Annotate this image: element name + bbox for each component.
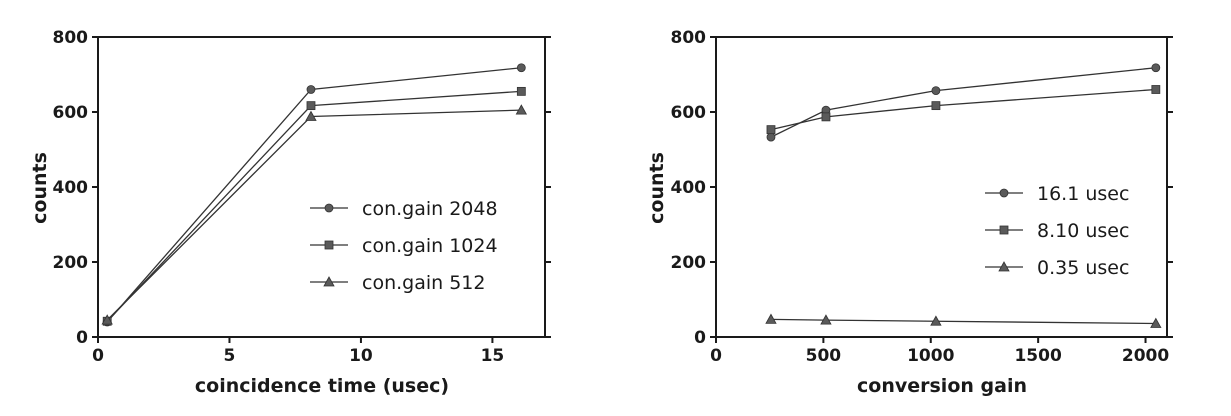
chart-1-series-2-point [930,315,942,326]
chart-0-xtick-label: 0 [92,346,104,366]
chart-1-xtick-label: 500 [806,346,842,366]
chart-0-legend-2-marker [323,276,335,287]
chart-0-series-2-point [101,314,113,325]
chart-0-ytick-label: 200 [53,253,89,273]
chart-1-legend-1-marker [999,225,1009,235]
chart-0-ytick-label: 800 [53,28,89,48]
chart-0-legend-1-label: con.gain 1024 [362,235,498,257]
chart-1-series-2-point [765,313,777,324]
chart-0-series-0-point [516,63,526,73]
chart-0-series-2-point [515,104,528,115]
chart-1-xtick-label: 1000 [907,346,954,366]
chart-1-series-1-point [1151,85,1161,94]
chart-0-ytick-label: 0 [76,328,88,348]
chart-0-xlabel: coincidence time (usec) [195,375,449,397]
chart-1-series-0-point [1151,63,1161,73]
chart-0-series-2-point [305,110,317,121]
chart-conversion-gain: counts conversion gain 0 200 400 600 800 0 500… [646,28,1173,397]
chart-1-ytick-label: 200 [671,253,707,273]
chart-1-series-2-point [1150,317,1162,328]
chart-1-series-0-point [931,86,941,96]
chart-1-series-2-line [770,318,1156,325]
chart-0-legend-0-marker [324,203,334,213]
chart-0-legend-2-label: con.gain 512 [362,272,485,294]
chart-1-legend-0-marker [999,188,1009,198]
chart-1-legend-0-label: 16.1 usec [1037,183,1129,205]
chart-1-xtick-label: 0 [710,346,722,366]
chart-1-series-0-point [766,132,776,142]
chart-0-series-1-point [516,86,526,96]
chart-0-xtick-label: 10 [349,346,373,366]
chart-1-xtick-label: 2000 [1122,346,1169,366]
chart-1-xtick-label: 1500 [1014,346,1061,366]
chart-1-series-2-point [820,314,832,325]
chart-1-ytick-label: 400 [671,178,707,198]
chart-1-xlabel: conversion gain [857,375,1027,397]
chart-1-series-1-point [931,101,941,111]
chart-1-series-0-line [770,67,1156,138]
chart-1-series-1-line [770,88,1156,131]
chart-1-ytick-label: 0 [694,328,706,348]
chart-1-series-1-point [766,125,776,135]
chart-1-ylabel: counts [646,152,668,224]
chart-0-xtick-label: 5 [224,346,236,366]
chart-0-ytick-label: 600 [53,103,89,123]
chart-1-ytick-label: 800 [671,28,707,48]
chart-0-legend-0-label: con.gain 2048 [362,198,498,220]
chart-0-xtick-label: 15 [481,346,505,366]
chart-0-legend-1-marker [324,240,334,250]
chart-0-series-1-point [306,101,316,111]
chart-1-legend-1-label: 8.10 usec [1037,220,1129,242]
chart-1-series-1-point [821,112,831,122]
chart-0-ylabel: counts [29,152,51,224]
chart-coincidence-time: counts coincidence time (usec) 0 200 400 60… [29,28,551,397]
chart-1-ytick-label: 600 [671,103,707,123]
chart-1-legend-2-label: 0.35 usec [1037,257,1129,279]
chart-0-series-0-point [306,85,316,94]
chart-0-ytick-label: 400 [53,178,89,198]
chart-1-legend-2-marker [998,261,1010,272]
